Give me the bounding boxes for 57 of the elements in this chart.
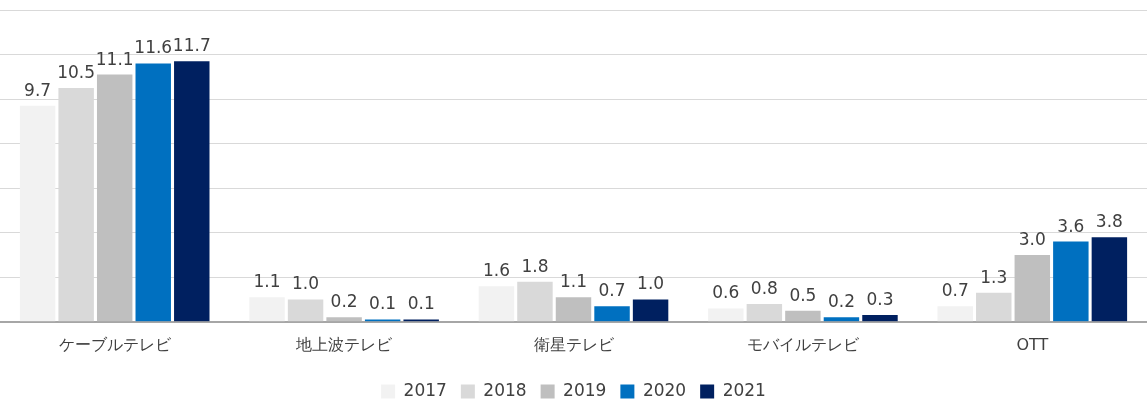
data-label: 1.3 bbox=[980, 266, 1008, 287]
legend-label: 2020 bbox=[642, 379, 687, 400]
data-label: 0.5 bbox=[789, 284, 817, 305]
bar bbox=[555, 297, 592, 322]
data-label: 1.0 bbox=[637, 273, 665, 294]
bar bbox=[937, 306, 973, 322]
data-label: 10.5 bbox=[57, 61, 96, 82]
data-label: 0.2 bbox=[827, 291, 855, 312]
data-label: 3.0 bbox=[1018, 228, 1046, 249]
x-tick-label: モバイルテレビ bbox=[746, 334, 860, 354]
data-label: 9.7 bbox=[24, 79, 52, 100]
x-tick-label: ケーブルテレビ bbox=[58, 334, 172, 354]
data-label: 0.7 bbox=[598, 280, 626, 301]
data-label: 1.1 bbox=[559, 271, 588, 292]
bar bbox=[287, 299, 324, 322]
legend-label: 2019 bbox=[563, 379, 607, 400]
legend-label: 2021 bbox=[722, 379, 766, 400]
bar bbox=[1091, 237, 1128, 322]
legend-label: 2018 bbox=[483, 379, 527, 400]
bar bbox=[823, 317, 860, 322]
bar bbox=[326, 317, 362, 322]
data-label: 0.1 bbox=[407, 293, 435, 314]
data-label: 0.2 bbox=[330, 291, 358, 312]
bar bbox=[1053, 241, 1089, 322]
data-label: 0.3 bbox=[866, 289, 894, 310]
x-tick-label: 衛星テレビ bbox=[533, 334, 615, 354]
x-tick-label: 地上波テレビ bbox=[295, 334, 394, 354]
data-label: 3.8 bbox=[1095, 211, 1123, 232]
data-label: 1.0 bbox=[292, 273, 320, 294]
data-label: 1.1 bbox=[253, 271, 281, 292]
data-label: 0.7 bbox=[941, 280, 969, 301]
bar bbox=[517, 281, 553, 322]
bar bbox=[594, 306, 630, 322]
bar bbox=[976, 292, 1012, 322]
bar bbox=[478, 286, 515, 322]
bar bbox=[746, 303, 783, 322]
bar bbox=[785, 310, 821, 322]
bar bbox=[1014, 254, 1051, 322]
data-label: 0.6 bbox=[712, 282, 740, 303]
legend-label: 2017 bbox=[403, 379, 447, 400]
data-label: 0.8 bbox=[750, 277, 778, 298]
bar bbox=[249, 297, 285, 322]
bar bbox=[708, 308, 744, 322]
x-tick-label: OTT bbox=[1016, 334, 1049, 354]
data-label: 11.1 bbox=[95, 48, 134, 69]
bar bbox=[862, 315, 898, 322]
bar bbox=[174, 61, 210, 322]
data-label: 0.1 bbox=[369, 293, 397, 314]
data-label: 1.6 bbox=[482, 260, 510, 281]
bar bbox=[632, 299, 669, 322]
data-label: 3.6 bbox=[1057, 215, 1085, 236]
data-label: 1.8 bbox=[521, 255, 549, 276]
data-label: 11.6 bbox=[134, 37, 173, 58]
bar bbox=[96, 74, 133, 322]
bar bbox=[19, 105, 56, 322]
bar bbox=[135, 63, 171, 322]
data-label: 11.7 bbox=[172, 35, 211, 56]
